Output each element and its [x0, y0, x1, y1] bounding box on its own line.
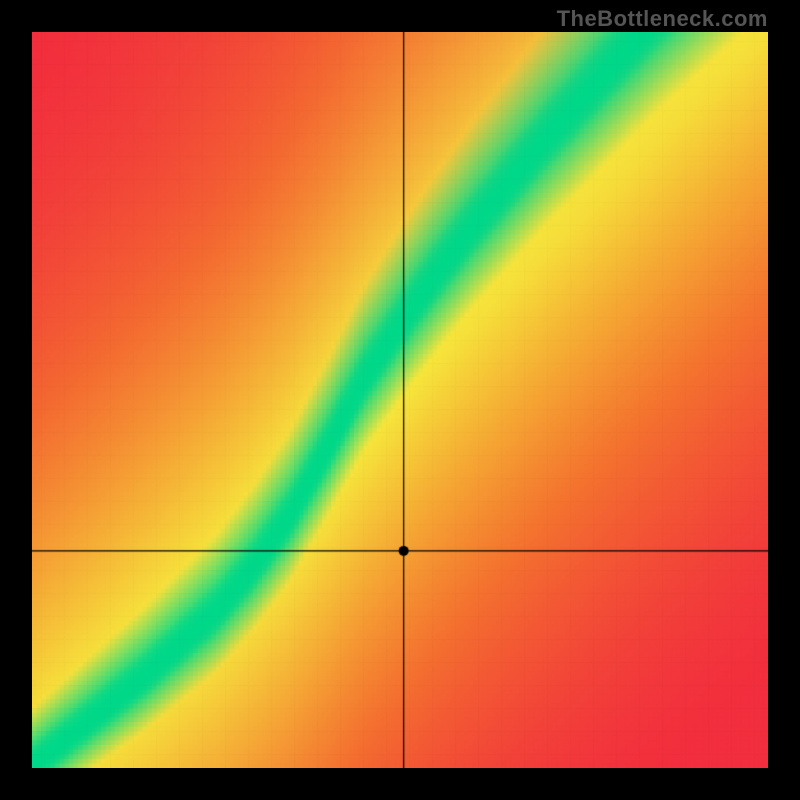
watermark-text: TheBottleneck.com — [557, 6, 768, 32]
bottleneck-heatmap — [32, 32, 768, 768]
chart-container: TheBottleneck.com — [0, 0, 800, 800]
